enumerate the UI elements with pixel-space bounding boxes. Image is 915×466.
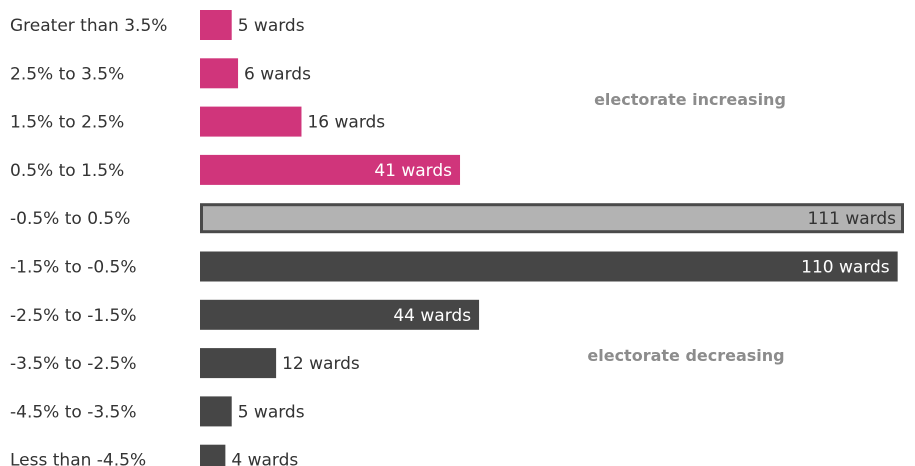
- bar-2-5pct-to-3-5pct: [200, 58, 239, 89]
- bar-greater-than-3-5pct: [200, 10, 232, 40]
- annotation-decreasing: electorate decreasing: [587, 346, 784, 365]
- bar-1-5pct-to-2-5pct: [200, 106, 302, 137]
- value-label-0-5pct-to-1-5pct: 41 wards: [374, 161, 452, 181]
- value-label-2-5pct-to-1-5pct: 44 wards: [393, 306, 471, 326]
- bar-4-5pct-to-3-5pct: [200, 396, 232, 427]
- bar-0-5pct-to-0-5pct: [200, 203, 904, 234]
- bar-less-than-4-5pct: [200, 444, 226, 466]
- value-label-4-5pct-to-3-5pct: 5 wards: [238, 402, 305, 422]
- annotation-increasing: electorate increasing: [594, 90, 786, 109]
- value-label-2-5pct-to-3-5pct: 6 wards: [244, 64, 311, 84]
- bar-0-5pct-to-1-5pct: [200, 154, 461, 185]
- value-label-1-5pct-to-0-5pct: 110 wards: [801, 258, 890, 278]
- value-label-greater-than-3-5pct: 5 wards: [238, 16, 305, 36]
- category-label-0-5pct-to-1-5pct: 0.5% to 1.5%: [10, 161, 124, 181]
- category-label-greater-than-3-5pct: Greater than 3.5%: [10, 16, 167, 36]
- category-label-less-than-4-5pct: Less than -4.5%: [10, 451, 146, 466]
- bar-1-5pct-to-0-5pct: [200, 251, 898, 282]
- bar-3-5pct-to-2-5pct: [200, 348, 277, 379]
- value-label-3-5pct-to-2-5pct: 12 wards: [282, 354, 360, 374]
- category-label-0-5pct-to-0-5pct: -0.5% to 0.5%: [10, 209, 130, 229]
- category-label-1-5pct-to-2-5pct: 1.5% to 2.5%: [10, 113, 124, 133]
- value-label-less-than-4-5pct: 4 wards: [231, 451, 298, 466]
- category-label-1-5pct-to-0-5pct: -1.5% to -0.5%: [10, 258, 137, 278]
- bar-2-5pct-to-1-5pct: [200, 299, 480, 330]
- value-label-0-5pct-to-0-5pct: 111 wards: [807, 209, 896, 229]
- category-label-3-5pct-to-2-5pct: -3.5% to -2.5%: [10, 354, 137, 374]
- value-label-1-5pct-to-2-5pct: 16 wards: [307, 113, 385, 133]
- category-label-2-5pct-to-3-5pct: 2.5% to 3.5%: [10, 64, 124, 84]
- category-label-2-5pct-to-1-5pct: -2.5% to -1.5%: [10, 306, 137, 326]
- category-label-4-5pct-to-3-5pct: -4.5% to -3.5%: [10, 402, 137, 422]
